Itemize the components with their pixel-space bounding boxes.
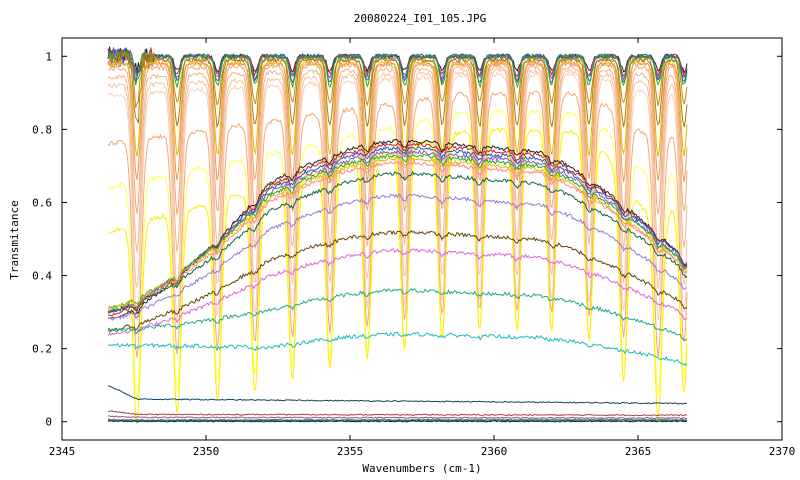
series-layer [107,46,688,425]
x-tick-label: 2365 [625,445,652,458]
spectrum-series-line [107,331,688,366]
spectrum-series-line [108,418,687,421]
x-axis-label: Wavenumbers (cm-1) [362,462,481,475]
spectrum-series-line [107,71,688,321]
spectrum-series-line [107,60,688,183]
x-axis: 2345 2350 2355 2360 2365 2370 [49,38,796,458]
spectrum-series-line [107,50,688,129]
spectrum-series-line [107,288,688,341]
y-tick-label: 0.2 [32,343,52,356]
x-tick-label: 2345 [49,445,76,458]
x-tick-label: 2355 [337,445,364,458]
spectrum-series-line [107,229,688,333]
y-tick-label: 0.4 [32,270,52,283]
x-tick-label: 2370 [769,445,796,458]
y-tick-label: 0.8 [32,123,52,136]
spectrum-series-line [107,60,688,215]
chart-title: 20080224_I01_105.JPG [354,12,486,25]
spectrum-series-line [107,170,688,314]
spectrum-series-line [107,159,688,314]
y-tick-label: 0 [45,416,52,429]
spectrum-series-line [107,415,688,420]
spectrum-series-line [107,410,688,417]
spectrum-series-line [107,153,688,311]
spectrum-series-line [107,68,688,290]
spectrum-series-line [107,156,688,310]
y-axis-label: Transmitance [8,200,21,279]
spectrum-series-line [107,90,688,358]
spectrum-series-line [107,248,688,336]
spectrum-series-line [107,63,688,253]
spectrum-series-line [107,193,688,321]
y-tick-label: 0.6 [32,196,52,209]
spectrum-series-line [107,146,688,314]
plot-area-frame [61,37,783,441]
spectrum-series-line [107,126,688,425]
spectrum-series-line [108,420,688,423]
x-tick-label: 2360 [481,445,508,458]
spectrum-series-line [107,60,688,157]
spectrum-series-line [107,49,688,89]
y-axis: 0 0.2 0.4 0.6 0.8 1 [32,50,782,429]
x-tick-label: 2350 [193,445,220,458]
spectrum-series-line [107,385,688,405]
spectrum-series-line [108,419,688,422]
y-tick-label: 1 [45,50,52,63]
